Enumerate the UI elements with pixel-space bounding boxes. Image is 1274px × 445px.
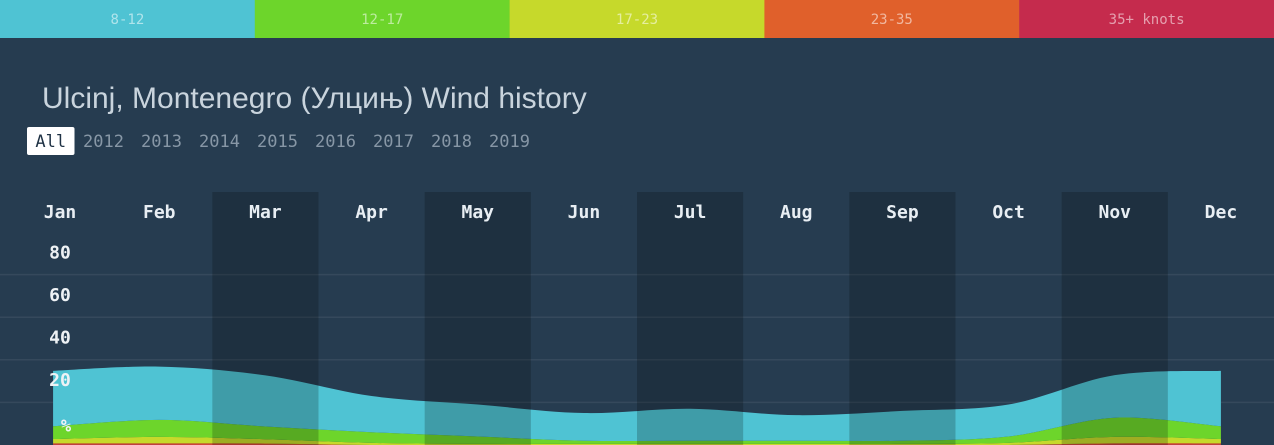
- tab-active-bg: [27, 127, 75, 155]
- area: [53, 443, 1221, 445]
- y-tick-label: 40: [49, 328, 71, 349]
- legend-label: 8-12: [111, 12, 145, 28]
- month-label: Dec: [1205, 202, 1238, 223]
- tab[interactable]: 2014: [199, 132, 240, 152]
- legend-swatch: [509, 0, 766, 38]
- month-label: Apr: [355, 202, 388, 223]
- tab[interactable]: 2019: [489, 132, 530, 152]
- month-label: Oct: [992, 202, 1025, 223]
- column-shade: [849, 192, 956, 445]
- tab[interactable]: 2018: [431, 132, 472, 152]
- month-label: Aug: [780, 202, 813, 223]
- y-tick-label: 60: [49, 285, 71, 306]
- legend-swatch: [254, 0, 511, 38]
- month-label: Jun: [568, 202, 601, 223]
- legend-swatch: [764, 0, 1021, 38]
- month-label: Jan: [44, 202, 77, 223]
- area: [53, 366, 1221, 442]
- legend-swatch: [1019, 0, 1274, 38]
- month-label: Nov: [1098, 202, 1131, 223]
- tab-active[interactable]: All: [35, 132, 66, 152]
- legend-swatch: [0, 0, 256, 38]
- legend-label: 12-17: [361, 12, 403, 28]
- legend-label: 17-23: [616, 12, 658, 28]
- legend-label: 35+ knots: [1109, 12, 1185, 28]
- column-shade: [1061, 192, 1168, 445]
- tab[interactable]: 2012: [83, 132, 124, 152]
- legend-label: 23-35: [871, 12, 913, 28]
- area: [53, 417, 1221, 445]
- y-axis-label: %: [61, 417, 72, 437]
- column-shade: [637, 192, 744, 445]
- tab[interactable]: 2015: [257, 132, 298, 152]
- y-tick-label: 20: [49, 370, 71, 391]
- month-label: Jul: [674, 202, 707, 223]
- tab[interactable]: 2017: [373, 132, 414, 152]
- y-tick-label: 80: [49, 242, 71, 263]
- month-label: May: [461, 202, 494, 223]
- month-label: Sep: [886, 202, 919, 223]
- tab[interactable]: 2013: [141, 132, 182, 152]
- month-label: Feb: [143, 202, 176, 223]
- month-label: Mar: [249, 202, 282, 223]
- area: [53, 436, 1221, 445]
- title: Ulcinj, Montenegro (Улцињ) Wind history: [42, 82, 587, 115]
- tab[interactable]: 2016: [315, 132, 356, 152]
- column-shade: [212, 192, 319, 445]
- column-shade: [424, 192, 531, 445]
